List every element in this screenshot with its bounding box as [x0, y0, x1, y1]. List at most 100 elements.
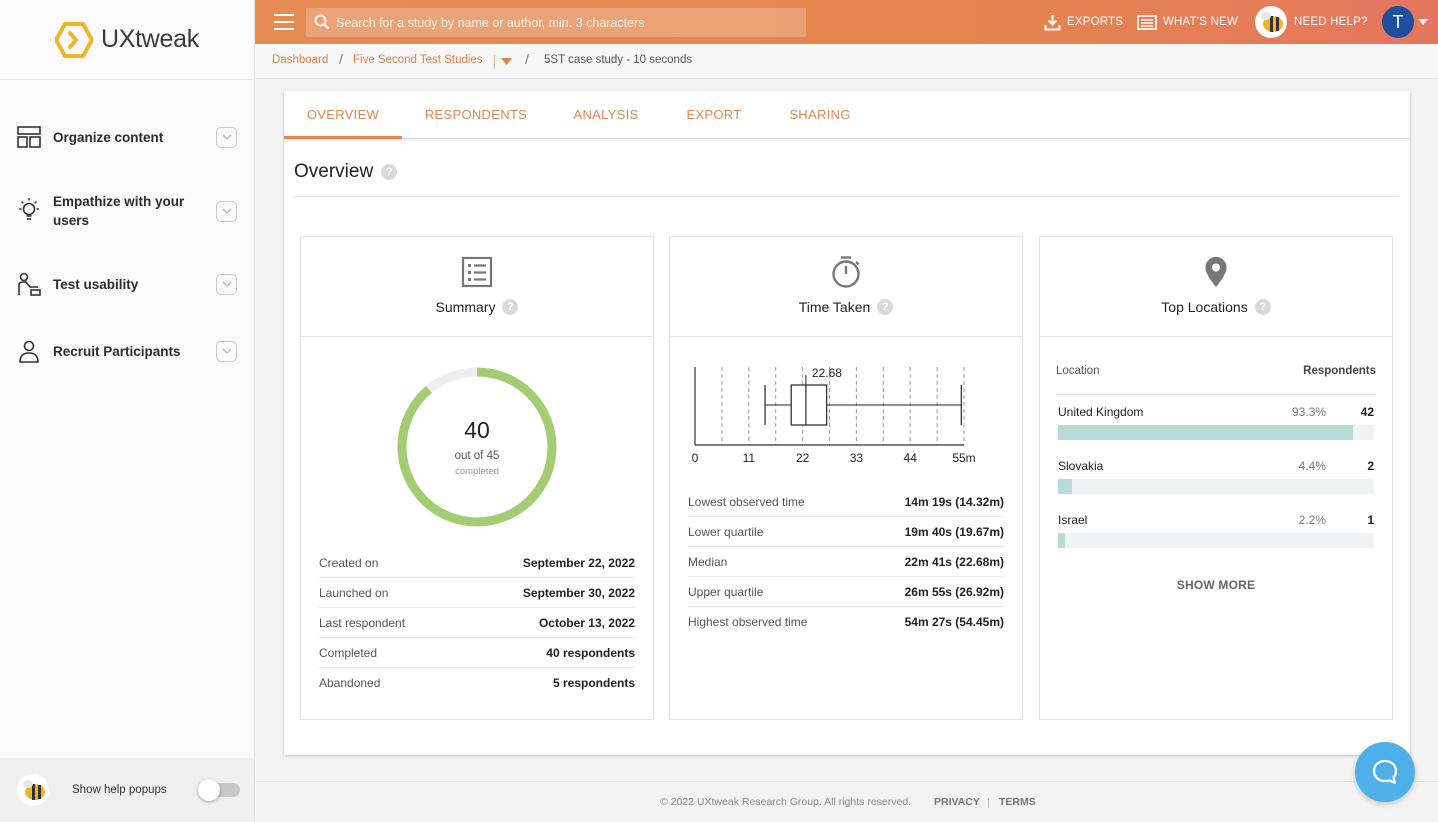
tab-analysis[interactable]: ANALYSIS — [573, 107, 639, 122]
info-value: 5 respondents — [552, 676, 635, 690]
bee-mascot-icon — [1255, 6, 1287, 38]
search-input[interactable] — [336, 8, 796, 37]
completed-caption: completed — [455, 466, 499, 477]
stopwatch-icon — [832, 256, 860, 288]
completion-donut — [397, 367, 557, 527]
download-icon — [1044, 14, 1061, 30]
sidebar: UXtweak Organize content Empathize with … — [0, 0, 255, 822]
info-row: Last respondent October 13, 2022 — [319, 608, 635, 638]
info-row: Lowest observed time 14m 19s (14.32m) — [688, 487, 1004, 517]
location-bar — [1058, 533, 1374, 548]
location-count: 2 — [1367, 459, 1374, 473]
median-label: 22.68 — [812, 366, 842, 380]
sidebar-item-empathize[interactable]: Empathize with your users — [0, 191, 254, 231]
x-tick-label: 11 — [743, 451, 756, 465]
location-count: 1 — [1367, 513, 1374, 527]
tab-export[interactable]: EXPORT — [686, 107, 742, 122]
show-more-button[interactable]: SHOW MORE — [1176, 578, 1256, 592]
info-value: 22m 41s (22.68m) — [904, 554, 1004, 569]
time-taken-title: Time Taken — [798, 299, 871, 315]
help-popups-label: Show help popups — [72, 784, 167, 796]
chat-button[interactable] — [1355, 742, 1415, 802]
breadcrumb-folder[interactable]: Five Second Test Studies — [353, 54, 483, 66]
copyright-text: © 2022 UXtweak Research Group. All right… — [660, 796, 912, 808]
x-tick-label: 55m — [952, 451, 975, 465]
layout-icon — [17, 126, 41, 148]
location-percent: 93.3% — [1291, 405, 1326, 419]
info-row: Median 22m 41s (22.68m) — [688, 547, 1004, 577]
tab-bar: OVERVIEW RESPONDENTS ANALYSIS EXPORT SHA… — [284, 91, 1410, 139]
sidebar-item-organize-content[interactable]: Organize content — [0, 122, 254, 152]
search-box[interactable] — [306, 8, 806, 37]
breadcrumb-dashboard[interactable]: Dashboard — [272, 54, 329, 66]
caret-down-icon[interactable] — [1418, 19, 1428, 25]
x-tick-label: 0 — [692, 451, 699, 465]
info-key: Last respondent — [319, 615, 406, 630]
list-document-icon — [461, 256, 493, 288]
info-value: 14m 19s (14.32m) — [904, 494, 1004, 509]
privacy-link[interactable]: PRIVACY — [934, 796, 980, 808]
help-popups-bar: Show help popups — [0, 758, 254, 822]
help-icon[interactable]: ? — [502, 299, 519, 315]
location-name: Slovakia — [1058, 459, 1104, 473]
whats-new-label: WHAT'S NEW — [1163, 16, 1238, 28]
logo[interactable]: UXtweak — [0, 0, 254, 80]
info-value: October 13, 2022 — [538, 615, 635, 630]
terms-link[interactable]: TERMS — [999, 796, 1036, 808]
help-popups-toggle[interactable] — [198, 779, 240, 801]
summary-panel: Summary ? 40 out of 45 completed Created… — [300, 236, 654, 720]
location-pin-icon — [1205, 257, 1227, 287]
need-help-label: NEED HELP? — [1294, 16, 1368, 28]
info-row: Lower quartile 19m 40s (19.67m) — [688, 517, 1004, 547]
x-tick-label: 22 — [796, 451, 810, 465]
need-help-button[interactable]: NEED HELP? — [1254, 0, 1368, 44]
location-bar-fill — [1058, 425, 1353, 440]
locations-table-header: Location Respondents — [1056, 365, 1376, 395]
sidebar-item-label: Empathize with your users — [53, 194, 185, 228]
chevron-down-icon[interactable] — [216, 126, 237, 148]
exports-label: EXPORTS — [1067, 16, 1124, 28]
whats-new-button[interactable]: WHAT'S NEW — [1137, 0, 1238, 44]
menu-icon[interactable] — [274, 14, 294, 30]
divider — [293, 196, 1399, 197]
info-key: Created on — [319, 555, 379, 570]
info-key: Highest observed time — [688, 615, 808, 629]
avatar[interactable]: T — [1382, 6, 1414, 38]
info-value: September 30, 2022 — [522, 585, 635, 600]
sidebar-item-label: Recruit Participants — [53, 343, 181, 359]
help-icon[interactable]: ? — [877, 299, 894, 315]
help-icon[interactable]: ? — [381, 164, 398, 180]
column-header-respondents: Respondents — [1303, 365, 1376, 377]
column-header-location: Location — [1056, 365, 1100, 377]
divider — [494, 55, 495, 69]
tab-respondents[interactable]: RESPONDENTS — [424, 107, 528, 122]
tab-overview[interactable]: OVERVIEW — [284, 91, 402, 139]
search-icon — [314, 14, 330, 30]
location-bar-fill — [1058, 479, 1072, 494]
chevron-down-icon[interactable] — [216, 200, 237, 222]
tab-sharing[interactable]: SHARING — [789, 107, 851, 122]
info-key: Lowest observed time — [688, 494, 805, 509]
sidebar-item-test-usability[interactable]: Test usability — [0, 269, 254, 299]
info-key: Abandoned — [319, 676, 381, 690]
info-key: Completed — [319, 645, 378, 660]
top-locations-panel: Top Locations ? Location Respondents Uni… — [1039, 236, 1393, 720]
sidebar-item-recruit[interactable]: Recruit Participants — [0, 336, 254, 366]
page-title-row: Overview ? — [294, 161, 398, 183]
caret-down-icon[interactable] — [501, 58, 512, 65]
location-percent: 2.2% — [1298, 513, 1326, 527]
breadcrumb-separator: / — [339, 51, 343, 67]
chat-bubble-icon — [1372, 759, 1398, 785]
location-name: United Kingdom — [1058, 405, 1144, 419]
info-row: Highest observed time 54m 27s (54.45m) — [688, 607, 1004, 637]
info-row: Upper quartile 26m 55s (26.92m) — [688, 577, 1004, 607]
time-taken-header: Time Taken ? — [670, 237, 1022, 337]
chevron-down-icon[interactable] — [216, 340, 237, 362]
breadcrumb-current: 5ST case study - 10 seconds — [544, 54, 693, 66]
info-value: 26m 55s (26.92m) — [904, 584, 1004, 599]
chevron-down-icon[interactable] — [216, 273, 237, 295]
help-icon[interactable]: ? — [1254, 299, 1271, 315]
top-bar: EXPORTS WHAT'S NEW NEED HELP? T — [255, 0, 1438, 44]
location-percent: 4.4% — [1298, 459, 1326, 473]
exports-button[interactable]: EXPORTS — [1044, 0, 1123, 44]
